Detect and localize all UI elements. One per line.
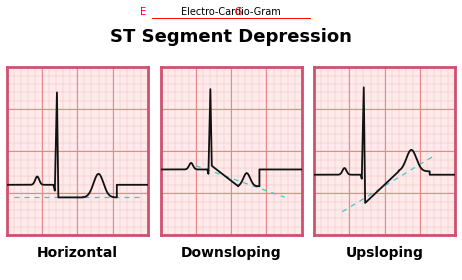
Text: G: G [235,7,242,17]
Text: Upsloping: Upsloping [346,246,424,260]
Text: Electro-Cardio-Gram: Electro-Cardio-Gram [181,7,281,17]
Text: Downsloping: Downsloping [181,246,281,260]
Text: ST Segment Depression: ST Segment Depression [110,28,352,46]
Text: Horizontal: Horizontal [37,246,118,260]
Text: E: E [140,7,146,17]
